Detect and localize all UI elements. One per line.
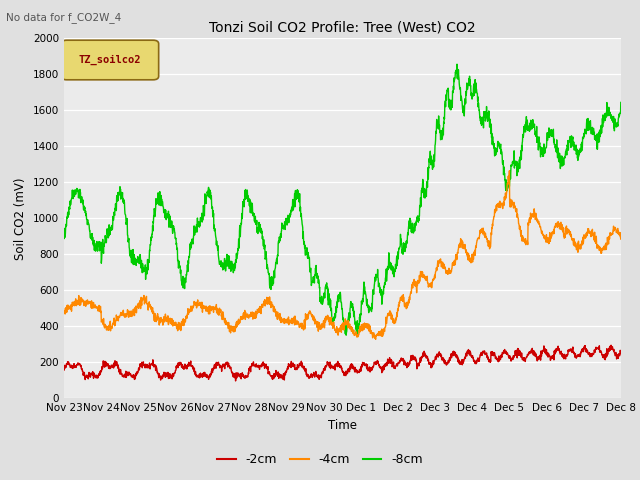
-8cm — [602, 118, 609, 123]
Y-axis label: Soil CO2 (mV): Soil CO2 (mV) — [14, 177, 28, 260]
-4cm — [617, 236, 625, 242]
Text: TZ_soilco2: TZ_soilco2 — [79, 55, 141, 65]
-8cm — [499, 159, 507, 165]
-4cm — [506, 168, 513, 174]
-4cm — [602, 243, 609, 249]
Text: No data for f_CO2W_4: No data for f_CO2W_4 — [6, 12, 122, 23]
-4cm — [88, 303, 96, 309]
-4cm — [316, 322, 324, 328]
-4cm — [331, 326, 339, 332]
-8cm — [331, 313, 339, 319]
-8cm — [60, 232, 68, 238]
-8cm — [453, 61, 461, 67]
FancyBboxPatch shape — [61, 40, 159, 80]
-4cm — [60, 310, 68, 316]
-2cm — [601, 355, 609, 361]
-4cm — [601, 247, 609, 252]
-2cm — [60, 367, 68, 373]
Title: Tonzi Soil CO2 Profile: Tree (West) CO2: Tonzi Soil CO2 Profile: Tree (West) CO2 — [209, 21, 476, 35]
Line: -4cm: -4cm — [64, 171, 621, 339]
-8cm — [342, 332, 350, 338]
-2cm — [499, 351, 506, 357]
-2cm — [601, 352, 609, 358]
Legend: -2cm, -4cm, -8cm: -2cm, -4cm, -8cm — [212, 448, 428, 471]
-8cm — [617, 99, 625, 105]
Line: -2cm: -2cm — [64, 345, 621, 381]
-8cm — [316, 299, 324, 304]
-2cm — [232, 378, 239, 384]
-8cm — [88, 238, 96, 243]
Line: -8cm: -8cm — [64, 64, 621, 335]
-2cm — [617, 351, 625, 357]
-4cm — [372, 336, 380, 342]
-2cm — [88, 372, 96, 378]
-4cm — [499, 206, 506, 212]
X-axis label: Time: Time — [328, 419, 357, 432]
-2cm — [331, 367, 339, 373]
-8cm — [601, 115, 609, 121]
-2cm — [607, 342, 615, 348]
-2cm — [316, 374, 324, 380]
